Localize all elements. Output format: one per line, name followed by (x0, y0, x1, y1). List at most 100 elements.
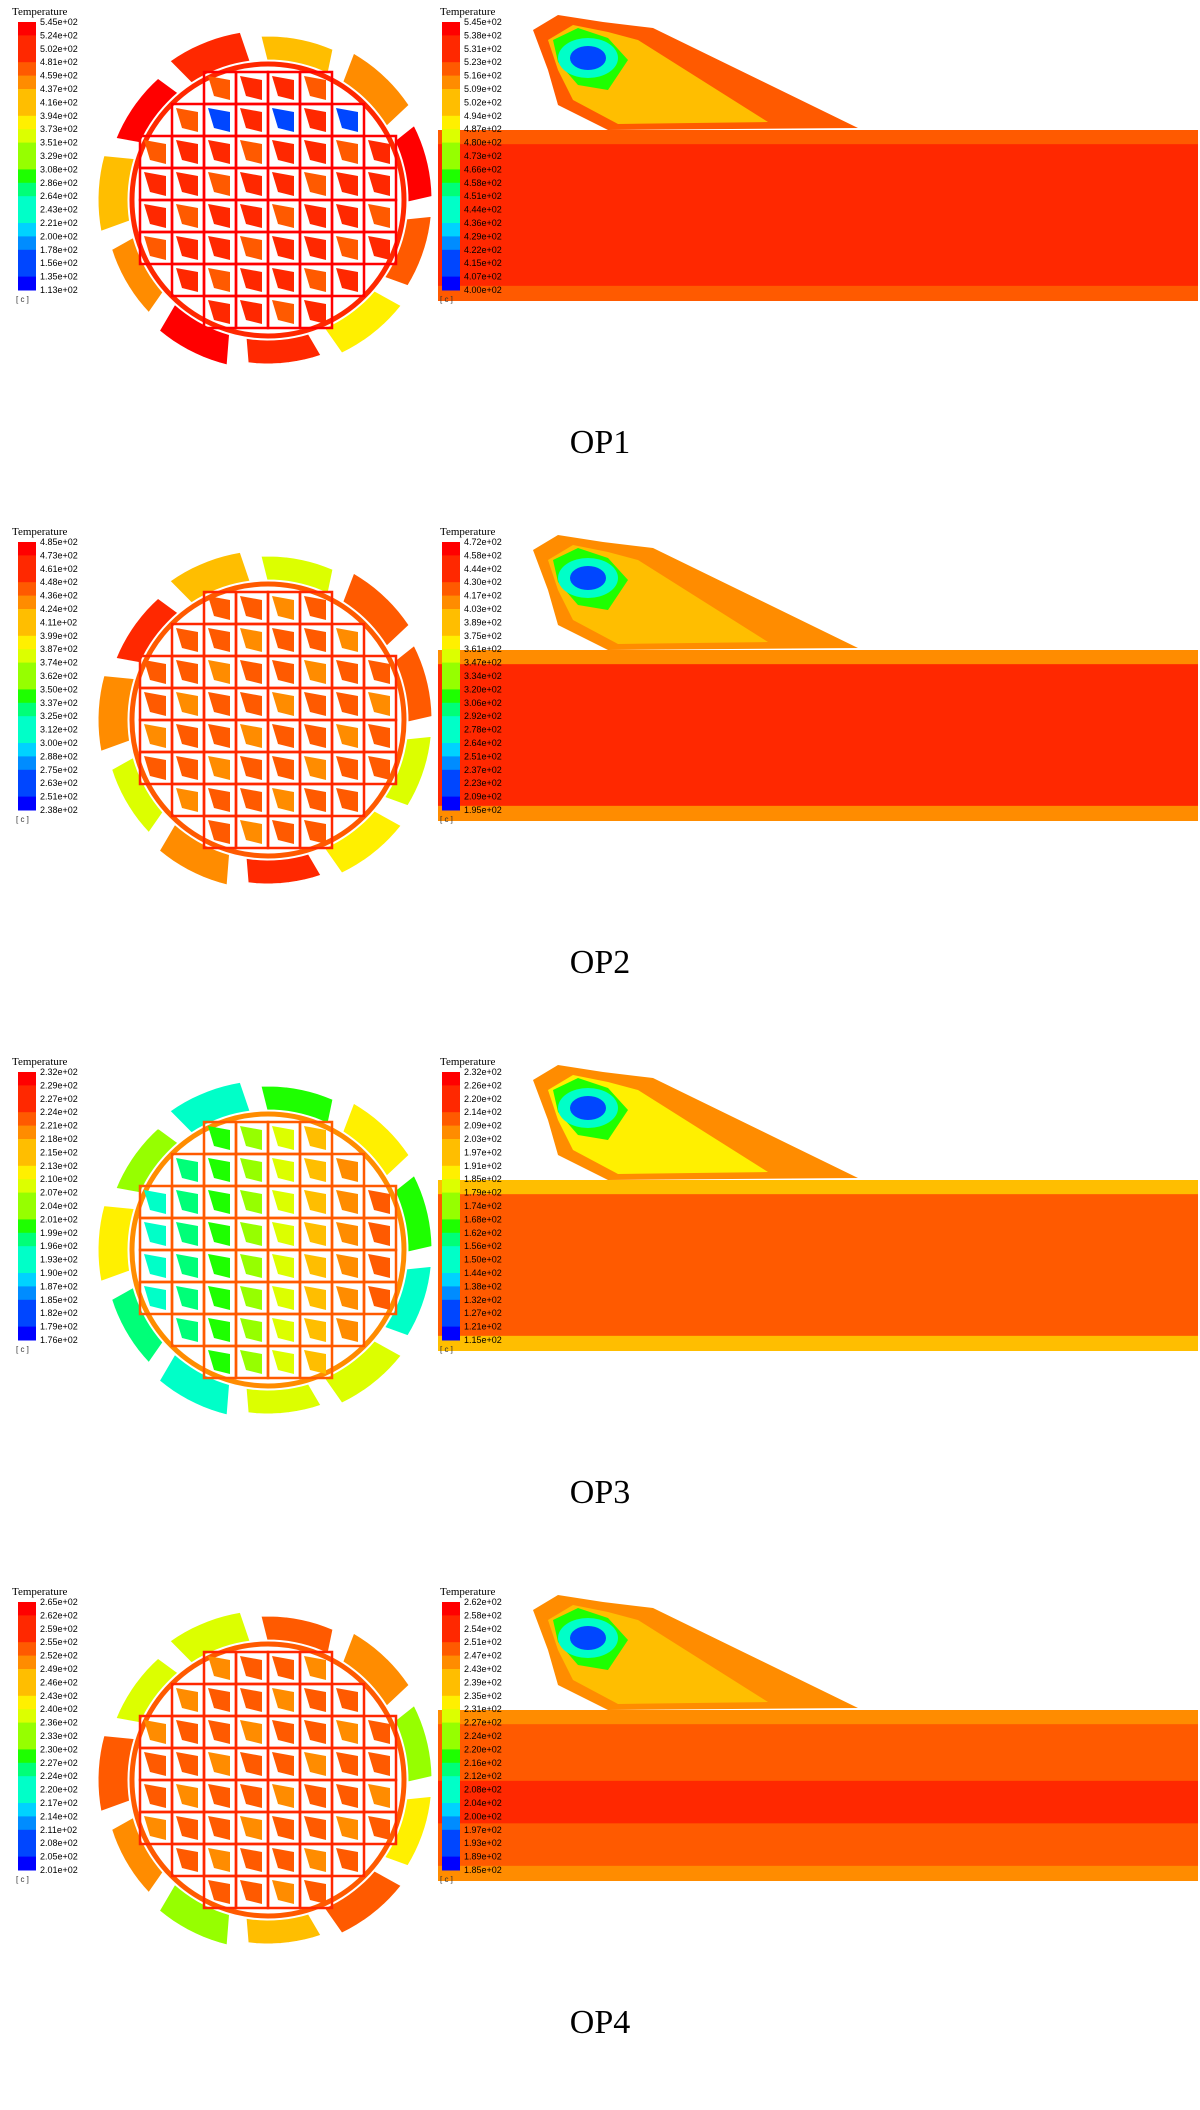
legend-tick-label: 1.56e+02 (40, 258, 78, 268)
legend-tick-label: 4.30e+02 (464, 577, 502, 587)
legend-swatch (18, 1602, 36, 1616)
duct-band (438, 1823, 1198, 1839)
side-section-svg: 2.62e+02 2.58e+02 2.54e+02 2.51e+02 2.47e+02… (438, 1595, 1198, 1884)
legend-swatch (18, 1085, 36, 1100)
panel-op1: Temperature 5.45e+02 5.24e+02 5.02e+02 4.81… (0, 0, 1200, 527)
legend-swatch (442, 249, 460, 264)
grid-vane (240, 1656, 262, 1680)
duct-band (438, 229, 1198, 245)
grid-vane (240, 140, 262, 164)
grid-vane (240, 1688, 262, 1712)
grid-vane (176, 788, 198, 812)
grid-vane (304, 1254, 326, 1278)
legend-swatch (18, 1192, 36, 1207)
shroud-segment (394, 644, 433, 723)
grid-vane (336, 108, 358, 132)
grid-vane (272, 692, 294, 716)
legend-tick-label: 2.14e+02 (40, 1811, 78, 1821)
legend-tick-label: 2.00e+02 (464, 1811, 502, 1821)
legend-tick-label: 2.65e+02 (40, 1597, 78, 1607)
legend-tick-label: 1.13e+02 (40, 285, 78, 295)
legend-swatch (18, 1098, 36, 1113)
grid-vane (304, 172, 326, 196)
grid-cell (298, 1874, 334, 1910)
grid-vane (336, 1752, 358, 1776)
shroud-segment (383, 215, 432, 287)
grid-vane (304, 268, 326, 292)
duct-band (438, 1208, 1198, 1224)
legend-tick-label: 2.46e+02 (40, 1677, 78, 1687)
grid-vane (368, 236, 390, 260)
legend-swatch (18, 702, 36, 717)
legend-swatch (442, 729, 460, 744)
grid-vane (304, 1190, 326, 1214)
legend-swatch (442, 1803, 460, 1817)
legend-tick-label: 3.06e+02 (464, 698, 502, 708)
shroud-segment (245, 1913, 322, 1945)
legend-swatch (442, 75, 460, 90)
grid-vane (272, 1158, 294, 1182)
legend-swatch (442, 1206, 460, 1220)
legend-swatch (442, 1789, 460, 1804)
grid-vane (240, 1784, 262, 1808)
caption-op3: OP3 (569, 1474, 631, 1511)
legend-swatch (18, 582, 36, 597)
side-section-contour: Temperature 2.62e+02 2.58e+02 2.54e+02 2.51… (438, 1580, 1198, 1970)
grid-vane (304, 788, 326, 812)
legend-tick-label: 2.37e+02 (464, 765, 502, 775)
duct-band (438, 749, 1198, 765)
legend-swatch (442, 595, 460, 610)
legend-swatch (18, 22, 36, 36)
legend-swatch (18, 1682, 36, 1697)
legend-tick-label: 1.44e+02 (464, 1268, 502, 1278)
grid-cell (330, 1842, 366, 1878)
grid-vane (272, 1880, 294, 1904)
color-legend: 2.65e+02 2.62e+02 2.59e+02 2.55e+02 2.52e+02… (16, 1597, 78, 1884)
grid-vane (336, 692, 358, 716)
legend-tick-label: 2.27e+02 (464, 1718, 502, 1728)
legend-unit: [ c ] (16, 1345, 29, 1354)
grid-vane (272, 76, 294, 100)
legend-swatch (18, 1722, 36, 1737)
grid-vane (304, 1720, 326, 1744)
grid-vane (144, 172, 166, 196)
legend-swatch (18, 1615, 36, 1630)
grid-vane (336, 1222, 358, 1246)
legend-tick-label: 1.85e+02 (464, 1865, 502, 1875)
grid-vane (208, 628, 230, 652)
legend-swatch (442, 1165, 460, 1180)
legend-swatch (18, 249, 36, 264)
legend-swatch (18, 676, 36, 690)
legend-swatch (442, 676, 460, 690)
grid-cell (330, 782, 366, 818)
legend-tick-label: 2.51e+02 (464, 1637, 502, 1647)
legend-title: Temperature (12, 1056, 68, 1068)
legend-tick-label: 2.09e+02 (464, 792, 502, 802)
legend-swatch (18, 1326, 36, 1341)
legend-tick-label: 2.52e+02 (40, 1651, 78, 1661)
legend-tick-label: 4.94e+02 (464, 111, 502, 121)
side-section-svg: 5.45e+02 5.38e+02 5.31e+02 5.23e+02 5.16e+02… (438, 15, 1198, 304)
grid-vane (176, 660, 198, 684)
legend-swatch (442, 1219, 460, 1234)
legend-tick-label: 2.14e+02 (464, 1107, 502, 1117)
cross-section-geometry (97, 1081, 433, 1416)
grid-cell (362, 750, 398, 786)
legend-tick-label: 4.59e+02 (40, 71, 78, 81)
legend-tick-label: 5.24e+02 (40, 30, 78, 40)
shroud-segment (169, 551, 251, 604)
color-legend: 4.85e+02 4.73e+02 4.61e+02 4.48e+02 4.36e+02… (16, 537, 78, 824)
grid-vane (368, 724, 390, 748)
legend-swatch (442, 1722, 460, 1737)
grid-vane (208, 76, 230, 100)
branch-core-cold (570, 1096, 606, 1120)
legend-swatch (442, 196, 460, 211)
legend-swatch (442, 1326, 460, 1341)
legend-tick-label: 2.43e+02 (40, 1691, 78, 1701)
legend-tick-label: 2.21e+02 (40, 1121, 78, 1131)
legend-tick-label: 1.90e+02 (40, 1268, 78, 1278)
legend-swatch (442, 1682, 460, 1697)
grid-vane (336, 660, 358, 684)
grid-vane (208, 1158, 230, 1182)
cross-section-contour: Temperature 2.32e+02 2.29e+02 2.27e+02 2.24… (0, 1050, 440, 1440)
